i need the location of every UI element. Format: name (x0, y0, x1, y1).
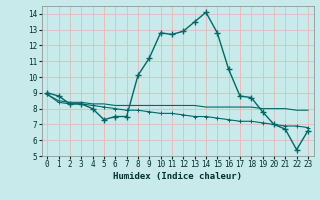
X-axis label: Humidex (Indice chaleur): Humidex (Indice chaleur) (113, 172, 242, 181)
